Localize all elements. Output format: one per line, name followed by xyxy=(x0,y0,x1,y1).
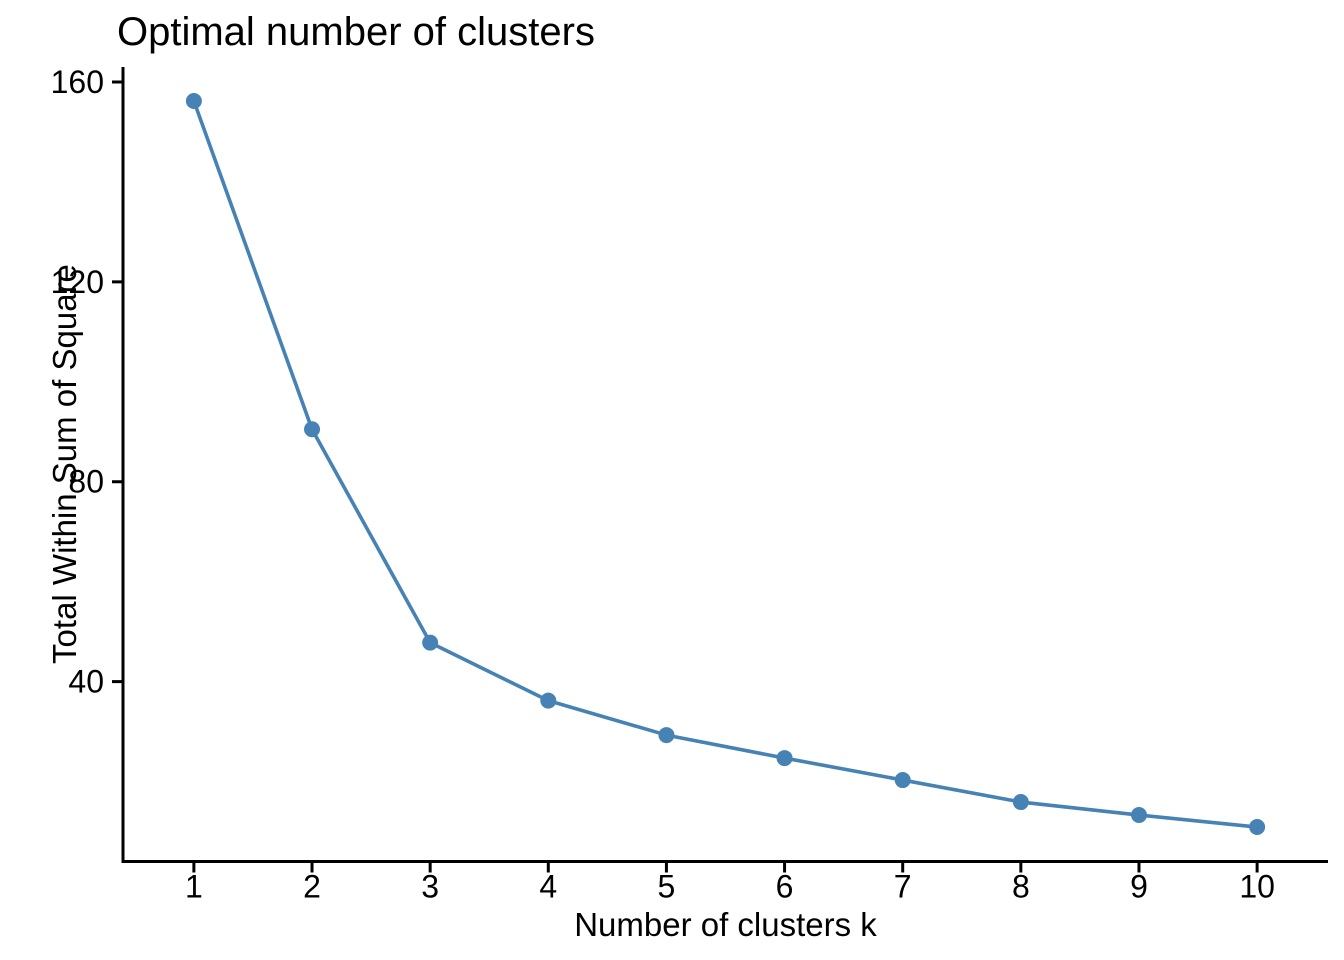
x-tick-label: 8 xyxy=(1012,869,1030,905)
data-point xyxy=(540,692,557,709)
data-point xyxy=(1249,819,1266,836)
x-tick-label: 1 xyxy=(185,869,203,905)
x-tick-label: 7 xyxy=(894,869,912,905)
data-point xyxy=(304,421,321,438)
y-tick-label: 40 xyxy=(68,664,104,700)
x-tick-label: 10 xyxy=(1239,869,1275,905)
y-tick-label: 160 xyxy=(51,64,104,100)
y-tick-label: 80 xyxy=(68,464,104,500)
x-tick-label: 9 xyxy=(1130,869,1148,905)
x-tick-label: 3 xyxy=(421,869,439,905)
data-point xyxy=(776,750,793,767)
data-point xyxy=(185,92,202,109)
data-point xyxy=(422,634,439,651)
data-point xyxy=(658,727,675,744)
x-tick-label: 4 xyxy=(539,869,557,905)
y-axis-title: Total Within Sum of Square xyxy=(46,264,83,664)
x-tick-label: 2 xyxy=(303,869,321,905)
series-line xyxy=(192,99,1259,829)
x-axis-title: Number of clusters k xyxy=(574,906,877,943)
x-tick-label: 6 xyxy=(776,869,794,905)
data-point xyxy=(1012,794,1029,811)
plot-title: Optimal number of clusters xyxy=(117,10,595,54)
y-tick-label: 120 xyxy=(51,264,104,300)
data-point xyxy=(1130,807,1147,824)
data-point xyxy=(894,772,911,789)
x-tick-label: 5 xyxy=(658,869,676,905)
